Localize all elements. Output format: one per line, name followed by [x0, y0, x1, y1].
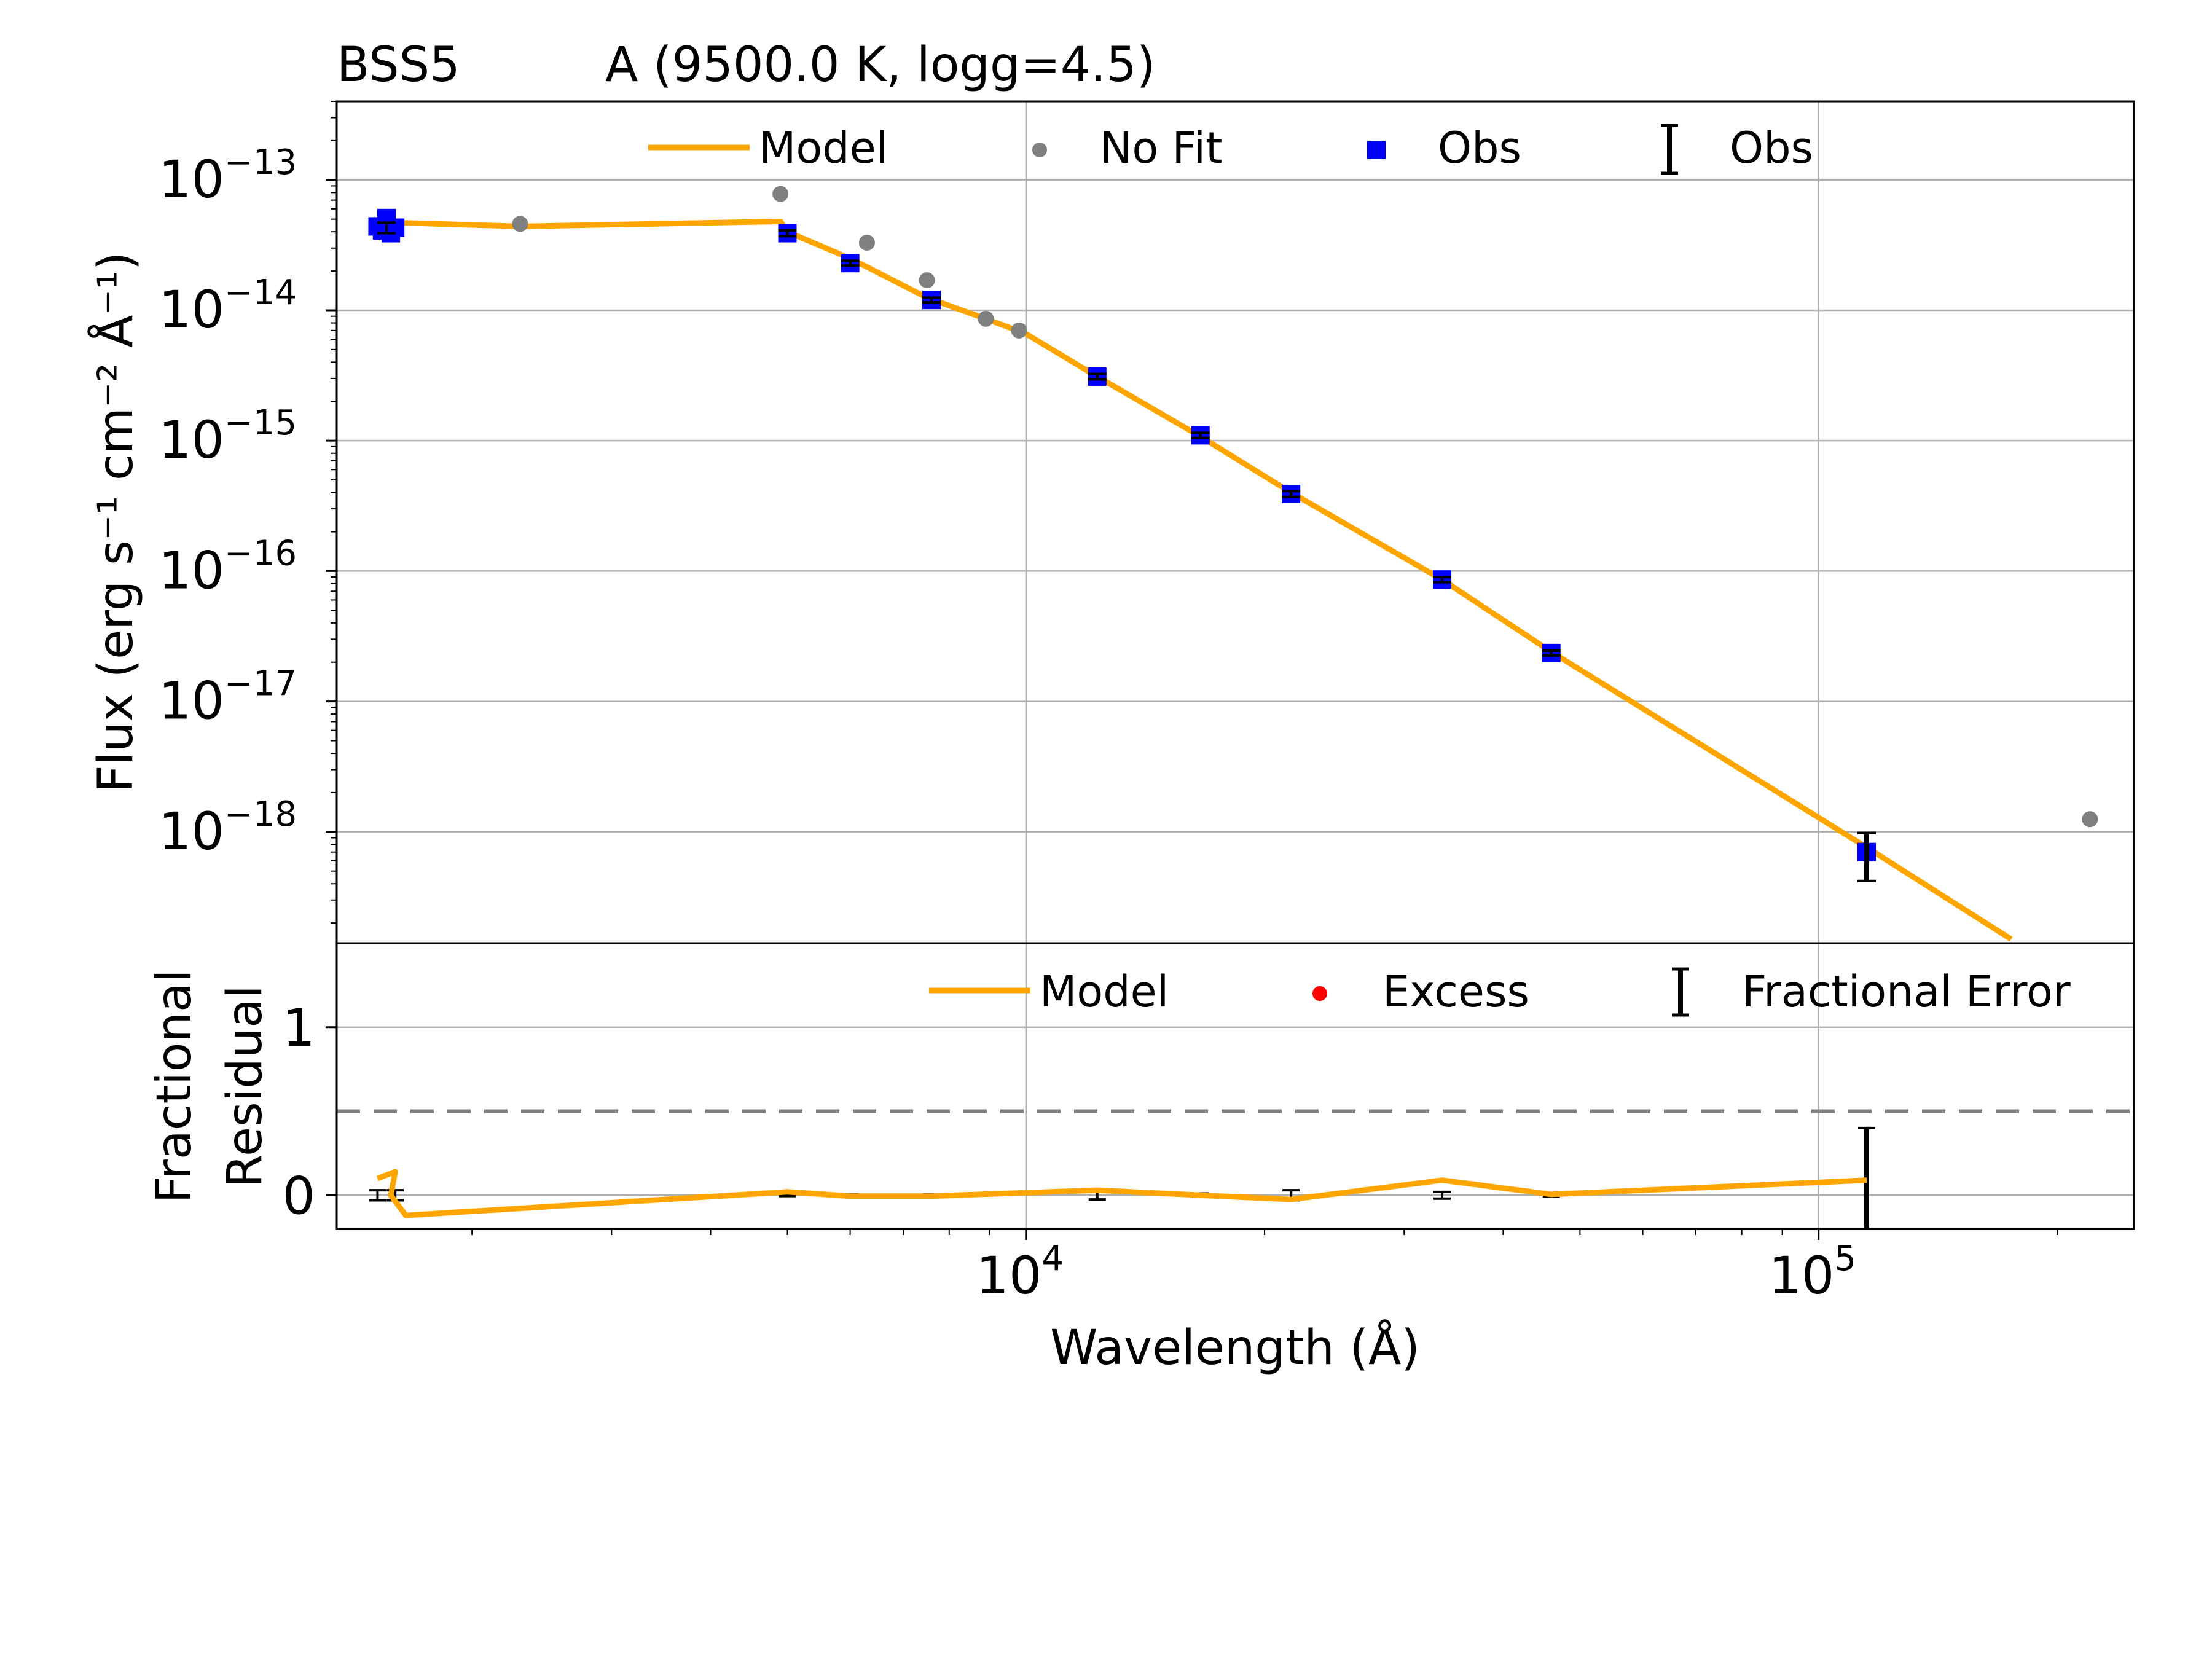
obs-errorbar-0: [377, 221, 396, 235]
residual-legend: Model Excess Fractional Error: [929, 967, 2071, 1017]
nofit-point-2: [858, 234, 875, 251]
residual-model-polyline: [376, 1169, 1867, 1218]
obs-errorbar-9: [1857, 831, 1876, 882]
sed-ytick-exp-2: −15: [224, 403, 297, 443]
sed-legend: Model No Fit Obs Obs: [648, 123, 1813, 175]
obs-errorbar-8: [1542, 649, 1561, 657]
residual-frame: [335, 942, 2135, 1230]
legend-model-label: Model: [759, 123, 888, 173]
legend-nofit-label: No Fit: [1100, 123, 1223, 173]
residual-ytick-label-1: 0: [283, 1166, 315, 1226]
obs-errorbar-6: [1282, 490, 1301, 498]
sed-ytick-exp-0: −13: [224, 143, 297, 182]
nofit-point-4: [978, 310, 994, 327]
legend-obs-errorbar-label: Obs: [1730, 123, 1813, 173]
legend-obs-errorbar-swatch: [1661, 124, 1678, 175]
obs-errorbar-5: [1191, 431, 1210, 439]
legend-nofit-swatch: [1032, 143, 1047, 157]
residual-panel: 10 104 105 Fractional Residual Wavelength…: [147, 942, 2135, 1376]
legend-residual-model-label: Model: [1040, 967, 1169, 1017]
legend-excess-label: Excess: [1382, 967, 1529, 1017]
sed-ytick-exp-4: −17: [224, 664, 297, 704]
nofit-point-1: [772, 186, 789, 202]
obs-errorbars: [377, 221, 1876, 882]
sed-ytick-exp-1: −14: [224, 273, 297, 313]
nofit-points: [512, 186, 2098, 828]
legend-obs-label: Obs: [1438, 123, 1521, 173]
residual-errorbar-8: [1433, 1190, 1451, 1200]
chart-title-left: BSS5: [337, 37, 460, 93]
sed-grid: [337, 101, 2134, 943]
nofit-point-0: [512, 216, 528, 232]
residual-y-ticks: 10: [283, 998, 337, 1226]
legend-fractional-error-swatch: [1672, 967, 1689, 1017]
xtick-exp-1: 5: [1834, 1239, 1856, 1279]
residual-model-line: [376, 1169, 1867, 1218]
residual-y-label-line1: Fractional: [147, 970, 202, 1204]
sed-ytick-exp-5: −18: [224, 794, 297, 834]
xtick-exp-0: 4: [1041, 1239, 1064, 1279]
legend-obs-swatch: [1367, 141, 1386, 159]
x-axis-label: Wavelength (Å): [1050, 1319, 1420, 1376]
obs-errorbar-3: [922, 296, 941, 304]
nofit-point-3: [919, 272, 935, 289]
sed-minor-ticks: [331, 101, 337, 924]
sed-ytick-exp-3: −16: [224, 533, 297, 573]
nofit-point-5: [1011, 322, 1027, 339]
sed-y-axis-label: Flux (erg s⁻¹ cm⁻² Å⁻¹): [87, 252, 144, 793]
nofit-point-6: [2082, 811, 2098, 828]
residual-y-label-line2: Residual: [218, 985, 273, 1187]
legend-fractional-error-label: Fractional Error: [1742, 967, 2071, 1017]
obs-errorbar-2: [841, 259, 860, 267]
legend-excess-swatch: [1312, 986, 1327, 1001]
chart-title-right: A (9500.0 K, logg=4.5): [605, 37, 1155, 93]
residual-errorbar-10: [1857, 1126, 1875, 1229]
residual-errorbar-0: [369, 1189, 386, 1202]
obs-errorbar-7: [1433, 576, 1452, 584]
residual-ytick-label-0: 1: [283, 998, 315, 1058]
obs-errorbar-1: [778, 229, 797, 238]
obs-errorbar-4: [1088, 372, 1107, 381]
